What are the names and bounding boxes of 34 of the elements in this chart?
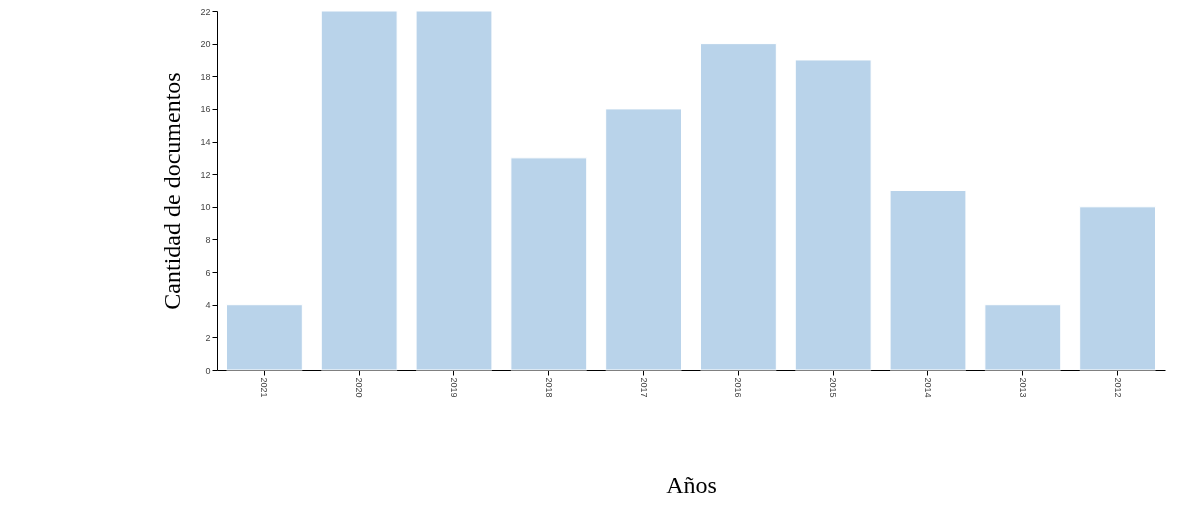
y-tick-label: 20 [200, 39, 211, 50]
x-axis-title: Años [666, 471, 717, 498]
x-tick-label: 2013 [1017, 377, 1028, 398]
y-tick-label: 2 [205, 332, 211, 343]
y-tick-label: 12 [200, 169, 211, 180]
x-tick-label: 2021 [259, 377, 270, 398]
y-tick-label: 4 [205, 300, 211, 311]
x-tick-label: 2020 [354, 377, 365, 398]
bar [984, 304, 1062, 371]
bar [699, 43, 777, 371]
bar [320, 10, 398, 371]
y-tick-label: 18 [200, 71, 211, 82]
y-tick-label: 22 [200, 6, 211, 17]
x-tick-label: 2018 [543, 377, 554, 398]
x-tick-label: 2015 [828, 377, 839, 398]
y-tick-label: 0 [205, 365, 211, 376]
x-tick-label: 2014 [923, 377, 933, 398]
bar [415, 10, 493, 371]
bar [605, 108, 683, 371]
y-tick-label: 10 [200, 202, 211, 213]
bar [510, 157, 588, 371]
y-tick-label: 6 [205, 267, 211, 278]
x-tick-label: 2019 [449, 377, 459, 398]
bar [889, 190, 967, 371]
bar [1079, 206, 1157, 371]
bar [794, 59, 872, 371]
x-tick-label: 2016 [733, 377, 744, 398]
y-tick-label: 14 [200, 137, 211, 148]
bar [225, 304, 303, 371]
x-tick-label: 2017 [638, 377, 649, 398]
x-tick-label: 2012 [1112, 377, 1123, 398]
y-tick-label: 16 [200, 104, 211, 115]
y-axis-title: Cantidad de documentos [158, 72, 185, 310]
y-tick-label: 8 [205, 234, 211, 245]
